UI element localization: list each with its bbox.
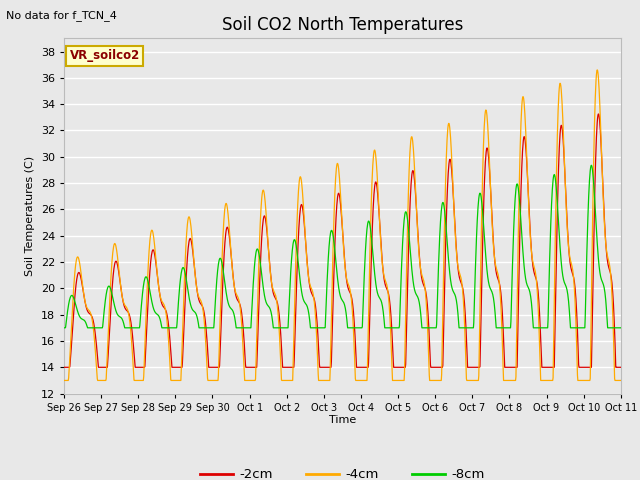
Text: No data for f_TCN_4: No data for f_TCN_4 [6, 10, 117, 21]
Legend: -2cm, -4cm, -8cm: -2cm, -4cm, -8cm [195, 463, 490, 480]
Title: Soil CO2 North Temperatures: Soil CO2 North Temperatures [221, 16, 463, 34]
Y-axis label: Soil Temperatures (C): Soil Temperatures (C) [25, 156, 35, 276]
Text: VR_soilco2: VR_soilco2 [70, 49, 140, 62]
X-axis label: Time: Time [329, 415, 356, 425]
